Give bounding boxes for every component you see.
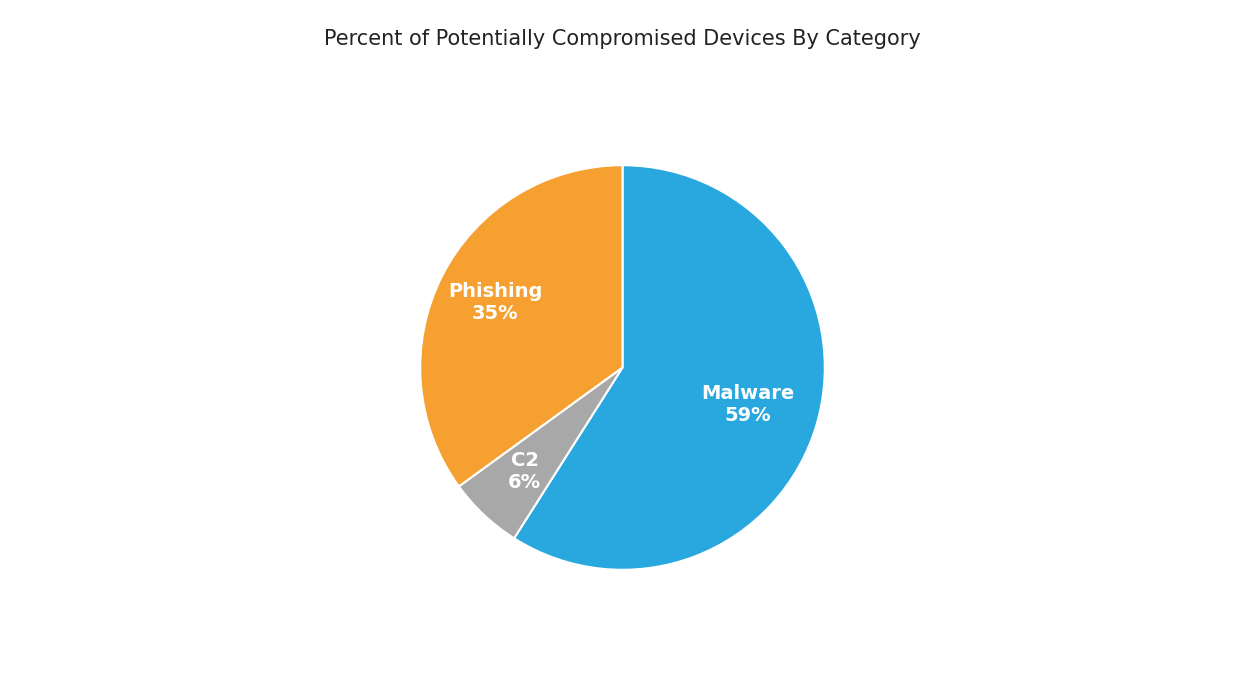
Text: Malware
59%: Malware 59% <box>702 384 794 424</box>
Wedge shape <box>459 368 622 538</box>
Wedge shape <box>514 165 824 570</box>
Wedge shape <box>421 165 622 486</box>
Text: C2
6%: C2 6% <box>508 451 542 492</box>
Text: Phishing
35%: Phishing 35% <box>448 282 543 323</box>
Title: Percent of Potentially Compromised Devices By Category: Percent of Potentially Compromised Devic… <box>324 29 921 49</box>
